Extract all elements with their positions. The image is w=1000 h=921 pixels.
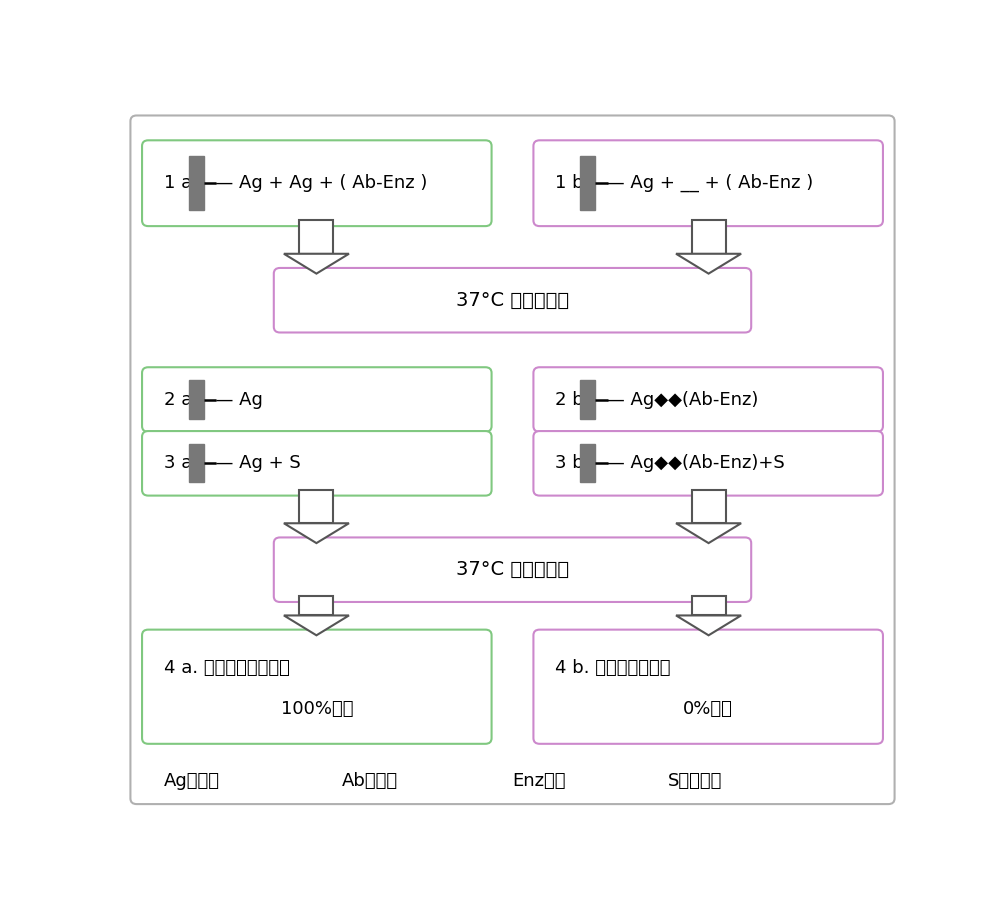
FancyBboxPatch shape bbox=[533, 431, 883, 495]
Text: 37°C 孵育，洗涤: 37°C 孵育，洗涤 bbox=[456, 291, 569, 309]
Text: 2 b.   — Ag◆◆(Ab-Enz): 2 b. — Ag◆◆(Ab-Enz) bbox=[555, 391, 759, 409]
Polygon shape bbox=[676, 615, 741, 635]
Text: S：酶底物: S：酶底物 bbox=[668, 772, 722, 789]
Polygon shape bbox=[692, 220, 726, 254]
Text: 3 b.   — Ag◆◆(Ab-Enz)+S: 3 b. — Ag◆◆(Ab-Enz)+S bbox=[555, 454, 785, 472]
Text: Enz：酶: Enz：酶 bbox=[512, 772, 566, 789]
Polygon shape bbox=[284, 615, 349, 635]
FancyBboxPatch shape bbox=[533, 367, 883, 432]
Polygon shape bbox=[676, 254, 741, 274]
Polygon shape bbox=[299, 220, 333, 254]
Text: Ag：抗原: Ag：抗原 bbox=[164, 772, 220, 789]
Text: 4 b. 读数高（显色）: 4 b. 读数高（显色） bbox=[555, 659, 671, 677]
Text: 37°C 显色，终止: 37°C 显色，终止 bbox=[456, 560, 569, 579]
Text: 2 a.   — Ag: 2 a. — Ag bbox=[164, 391, 263, 409]
Bar bbox=[189, 157, 204, 210]
Text: 4 a. 读数低（不显色）: 4 a. 读数低（不显色） bbox=[164, 659, 290, 677]
FancyBboxPatch shape bbox=[130, 115, 895, 804]
FancyBboxPatch shape bbox=[142, 431, 492, 495]
Bar bbox=[189, 380, 204, 419]
FancyBboxPatch shape bbox=[142, 140, 492, 227]
Polygon shape bbox=[299, 596, 333, 615]
Bar bbox=[580, 157, 595, 210]
FancyBboxPatch shape bbox=[533, 630, 883, 744]
Text: 1 a.   — Ag + Ag + ( Ab-Enz ): 1 a. — Ag + Ag + ( Ab-Enz ) bbox=[164, 174, 427, 192]
FancyBboxPatch shape bbox=[274, 268, 751, 332]
FancyBboxPatch shape bbox=[142, 367, 492, 432]
Bar bbox=[580, 444, 595, 483]
Text: 0%竞争: 0%竞争 bbox=[683, 700, 733, 718]
Polygon shape bbox=[676, 523, 741, 543]
Text: Ab：抗体: Ab：抗体 bbox=[342, 772, 398, 789]
FancyBboxPatch shape bbox=[142, 630, 492, 744]
FancyBboxPatch shape bbox=[274, 538, 751, 602]
Text: 3 a.   — Ag + S: 3 a. — Ag + S bbox=[164, 454, 300, 472]
Polygon shape bbox=[284, 254, 349, 274]
Polygon shape bbox=[284, 523, 349, 543]
Polygon shape bbox=[692, 596, 726, 615]
Text: 1 b.   — Ag + __ + ( Ab-Enz ): 1 b. — Ag + __ + ( Ab-Enz ) bbox=[555, 174, 813, 192]
Polygon shape bbox=[692, 490, 726, 523]
FancyBboxPatch shape bbox=[533, 140, 883, 227]
Bar bbox=[580, 380, 595, 419]
Bar bbox=[189, 444, 204, 483]
Text: 100%竞争: 100%竞争 bbox=[281, 700, 353, 718]
Polygon shape bbox=[299, 490, 333, 523]
